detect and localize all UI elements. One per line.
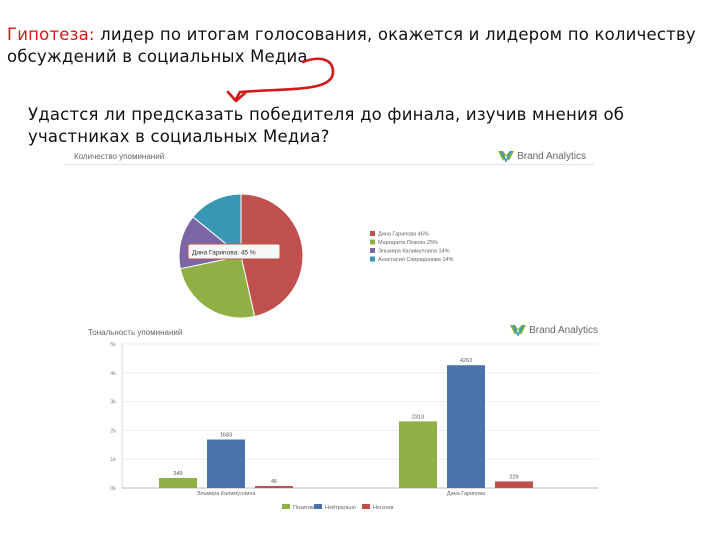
- legend-swatch: [370, 231, 375, 236]
- bar-value-label: 1683: [220, 433, 232, 439]
- legend-item: Нейтрально: [314, 504, 356, 511]
- legend-item: Негатив: [362, 504, 393, 511]
- legend-label: Позитив: [293, 505, 314, 511]
- legend-label: Эльмира Калимуллина 14%: [378, 249, 450, 255]
- hypothesis-text: Гипотеза: лидер по итогам голосования, о…: [7, 24, 707, 68]
- brand-badge: Brand Analytics: [498, 150, 586, 162]
- question-line1: Удастся ли предсказать победителя до фин…: [28, 105, 625, 124]
- bar-chart-title: Тональность упоминаний: [88, 328, 183, 337]
- bar: [207, 439, 245, 488]
- pie-slice: [179, 255, 256, 319]
- bar: [399, 421, 437, 488]
- y-tick-label: 2k: [110, 428, 116, 434]
- x-category-label: Дина Гарипова: [447, 491, 486, 497]
- bar: [255, 486, 293, 488]
- legend-label: Маргарита Позоян 25%: [378, 240, 438, 246]
- pie-tooltip-text: Дина Гарипова: 45 %: [192, 250, 256, 257]
- y-tick-label: 1k: [110, 457, 116, 463]
- pie-chart-title: Количество упоминаний: [74, 152, 165, 161]
- divider: [64, 164, 594, 165]
- hypothesis-label: Гипотеза:: [7, 25, 95, 44]
- bar: [447, 365, 485, 488]
- bar-chart-panel: Тональность упоминаний Brand Analytics 0…: [86, 322, 606, 522]
- y-tick-label: 3k: [110, 400, 116, 406]
- bar: [495, 481, 533, 488]
- bar-value-label: 229: [509, 474, 518, 480]
- legend-item: Маргарита Позоян 25%: [370, 239, 438, 246]
- bar-value-label: 349: [173, 471, 182, 477]
- bar: [159, 477, 197, 488]
- brand-name: Brand Analytics: [517, 150, 586, 162]
- legend-item: Дина Гарипова 46%: [370, 231, 429, 238]
- legend-swatch: [282, 504, 290, 509]
- legend-item: Анастасия Спиридонова 14%: [370, 256, 453, 263]
- brand-badge: Brand Analytics: [510, 324, 598, 336]
- legend-label: Анастасия Спиридонова 14%: [378, 257, 453, 263]
- brand-logo-icon: [498, 150, 515, 162]
- bar-value-label: 2313: [412, 414, 424, 420]
- question-text: Удастся ли предсказать победителя до фин…: [28, 104, 668, 148]
- legend-item: Позитив: [282, 504, 314, 511]
- legend-swatch: [370, 239, 375, 245]
- legend-item: Эльмира Калимуллина 14%: [370, 248, 450, 255]
- pie-chart-panel: Количество упоминаний Brand Analytics Ди…: [64, 148, 594, 324]
- y-tick-label: 0k: [110, 486, 116, 492]
- legend-swatch: [370, 248, 375, 253]
- y-tick-label: 4k: [110, 371, 116, 377]
- pie-chart: Дина Гарипова: 45 % Дина Гарипова 46% Марг…: [178, 193, 453, 319]
- legend-swatch: [314, 504, 322, 509]
- pie-slice: [192, 193, 242, 258]
- legend-swatch: [362, 504, 370, 509]
- legend-label: Негатив: [373, 505, 393, 511]
- question-line2: участниках в социальных Медиа?: [28, 127, 330, 146]
- hypothesis-line1: лидер по итогам голосования, окажется и …: [94, 25, 696, 44]
- x-category-label: Эльмира Калимуллина: [197, 491, 257, 497]
- bar-value-label: 45: [271, 479, 277, 485]
- legend-label: Нейтрально: [325, 504, 356, 511]
- pie-tooltip: Дина Гарипова: 45 %: [187, 243, 281, 260]
- hypothesis-line2: обсуждений в социальных Медиа: [7, 47, 308, 66]
- y-tick-label: 5k: [110, 342, 116, 348]
- bar-value-label: 4263: [460, 358, 472, 364]
- bar-chart: 0k 1k 2k 3k 4k 5k 349 1683 45 Эльмира Калимуллина…: [110, 342, 598, 511]
- brand-logo-icon: [510, 324, 527, 336]
- brand-name: Brand Analytics: [529, 324, 598, 336]
- legend-label: Дина Гарипова 46%: [378, 232, 429, 238]
- legend-swatch: [370, 256, 375, 262]
